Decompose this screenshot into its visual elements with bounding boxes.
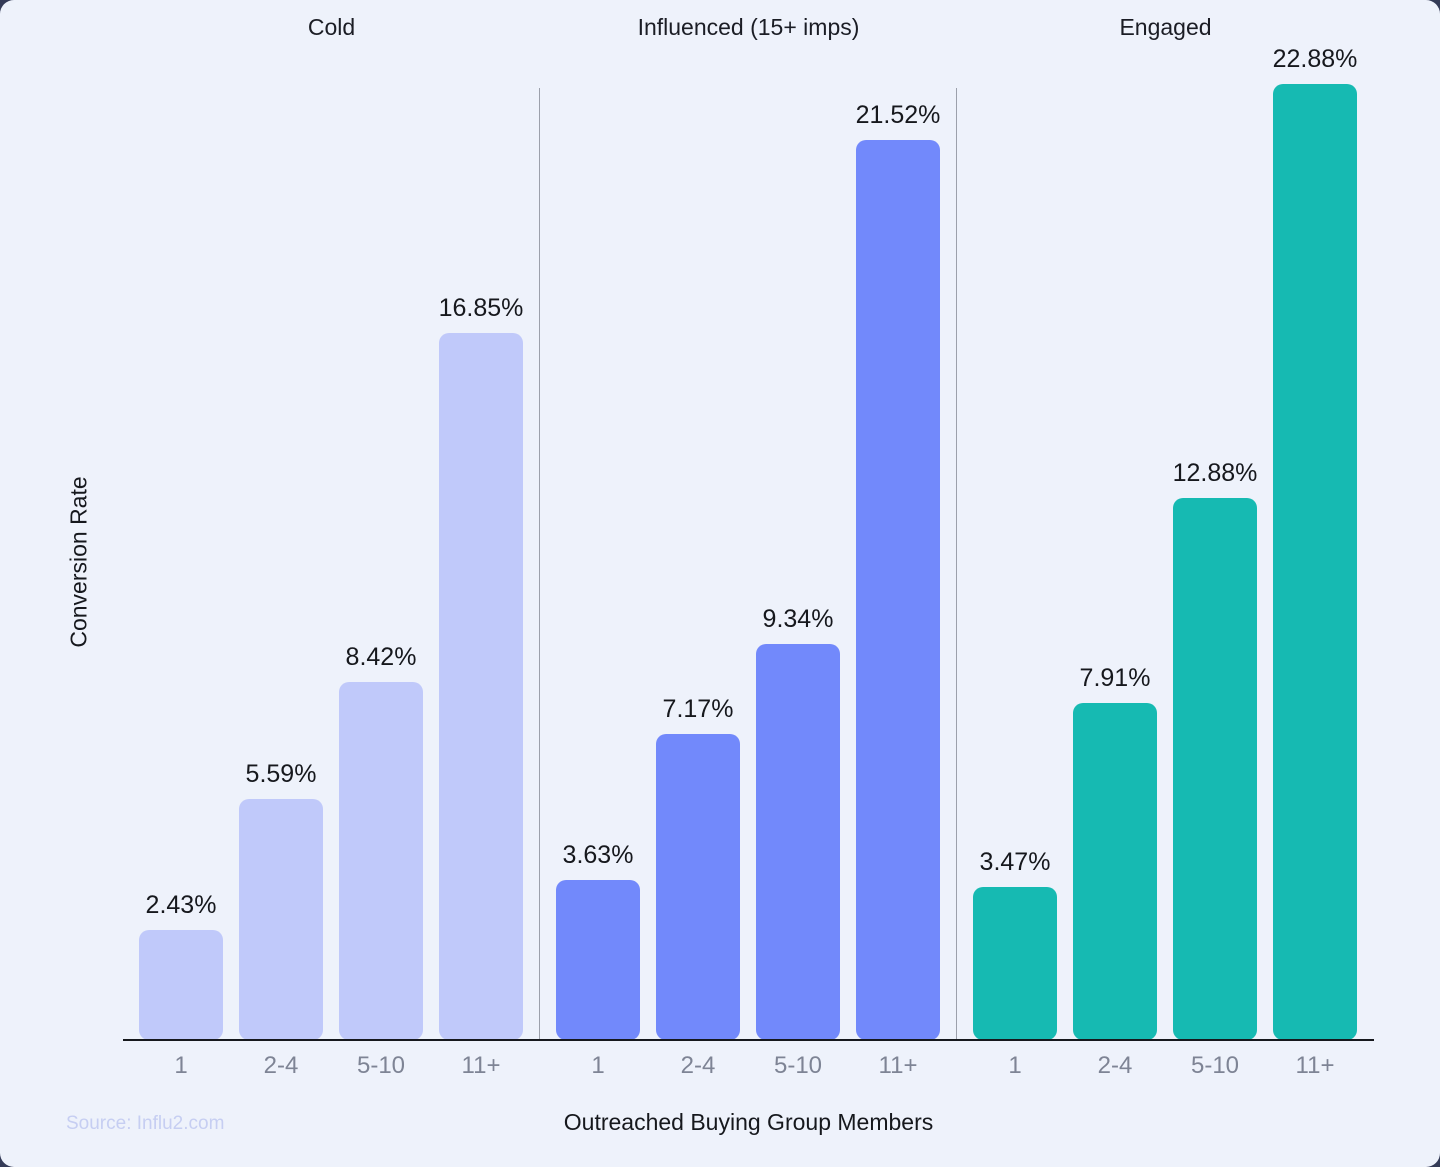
bar-5-10 <box>1173 498 1257 1040</box>
bar-value-label: 7.91% <box>1079 664 1151 692</box>
bar-value-label: 12.88% <box>1172 459 1258 487</box>
bar-value-label: 7.17% <box>662 695 734 723</box>
bar-1 <box>139 930 223 1040</box>
bar-value-label: 2.43% <box>145 891 217 919</box>
bar-11+ <box>1273 84 1357 1040</box>
x-tick-label: 2-4 <box>1097 1052 1133 1079</box>
bar-value-label: 8.42% <box>345 643 417 671</box>
panel-title: Engaged <box>1119 14 1212 40</box>
bar-value-label: 5.59% <box>245 760 317 788</box>
x-tick-label: 1 <box>1008 1052 1022 1079</box>
x-tick-label: 1 <box>174 1052 188 1079</box>
x-tick-label: 5-10 <box>773 1052 823 1079</box>
panel-influenced-15-imps: Influenced (15+ imps) 3.63% 1 7.17% 2-4 9.34%… <box>540 0 957 1167</box>
x-tick-label: 1 <box>591 1052 605 1079</box>
bar-2-4 <box>656 734 740 1040</box>
bar-value-label: 21.52% <box>855 101 941 129</box>
bar-2-4 <box>1073 703 1157 1040</box>
panel-engaged: Engaged 3.47% 1 7.91% 2-4 12.88% 5-10 22.88% 11+ <box>957 0 1374 1167</box>
bar-2-4 <box>239 799 323 1040</box>
bar-value-label: 22.88% <box>1272 45 1358 73</box>
x-tick-label: 11+ <box>461 1052 501 1079</box>
bar-value-label: 16.85% <box>438 294 524 322</box>
source-attribution: Source: Influ2.com <box>66 1113 225 1134</box>
bar-value-label: 3.47% <box>979 848 1051 876</box>
x-tick-label: 11+ <box>878 1052 918 1079</box>
x-tick-label: 5-10 <box>356 1052 406 1079</box>
x-tick-label: 11+ <box>1295 1052 1335 1079</box>
bar-value-label: 9.34% <box>762 605 834 633</box>
bar-5-10 <box>756 644 840 1040</box>
bar-1 <box>556 880 640 1040</box>
x-tick-label: 2-4 <box>680 1052 716 1079</box>
panel-title: Influenced (15+ imps) <box>637 14 860 40</box>
panel-cold: Cold 2.43% 1 5.59% 2-4 8.42% 5-10 16.85% 11+ <box>123 0 540 1167</box>
x-axis-line <box>123 1039 1374 1041</box>
bar-5-10 <box>339 682 423 1040</box>
panel-divider-2 <box>956 88 957 1040</box>
panel-divider-1 <box>539 88 540 1040</box>
x-axis-label: Outreached Buying Group Members <box>563 1109 934 1135</box>
x-tick-label: 2-4 <box>263 1052 299 1079</box>
bar-11+ <box>856 140 940 1040</box>
y-axis-label: Conversion Rate <box>65 476 92 648</box>
bar-11+ <box>439 333 523 1040</box>
panel-title: Cold <box>307 14 356 40</box>
bar-value-label: 3.63% <box>562 841 634 869</box>
bar-1 <box>973 887 1057 1040</box>
x-tick-label: 5-10 <box>1190 1052 1240 1079</box>
